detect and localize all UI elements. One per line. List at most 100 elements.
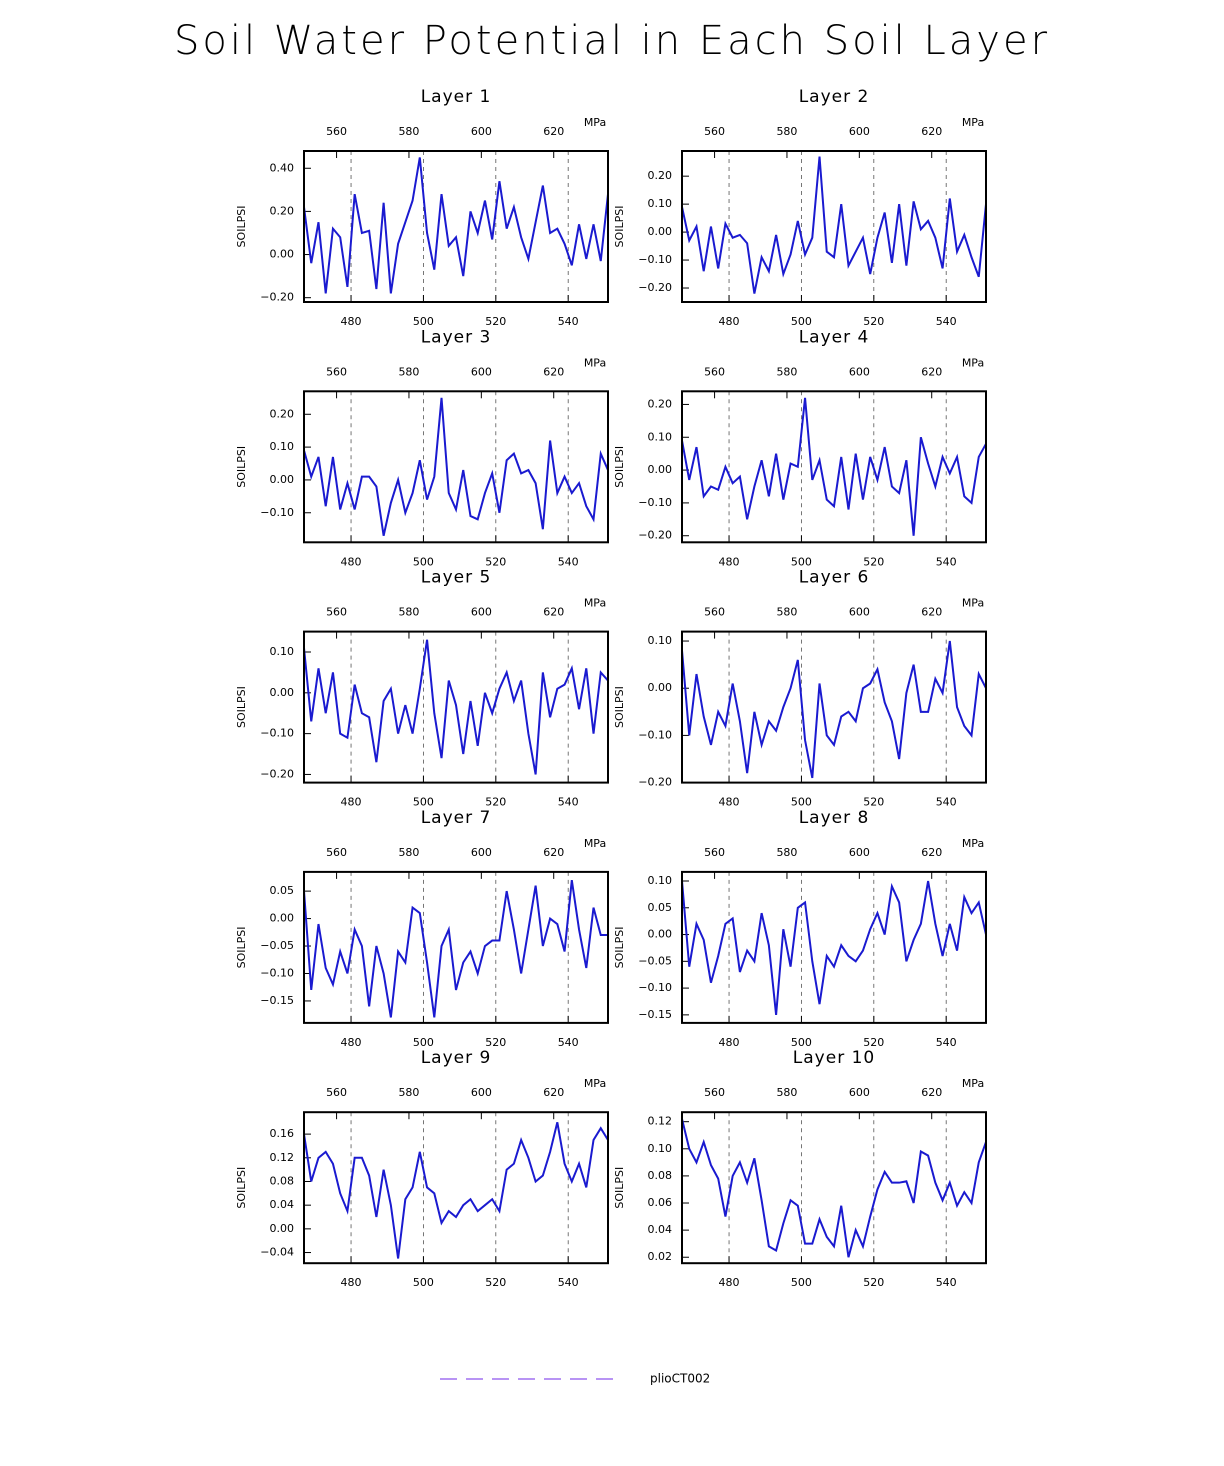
x2-axis-label: MPa (584, 597, 606, 610)
x2-axis-label: MPa (584, 116, 606, 129)
y-axis-label: SOILPSI (235, 686, 248, 728)
y-tick-label: −0.20 (260, 291, 294, 304)
y-tick-label: 0.10 (648, 634, 673, 647)
panel-title: Layer 4 (799, 327, 870, 347)
x-tick-label: 520 (485, 1276, 506, 1289)
x2-tick-label: 580 (398, 1086, 419, 1099)
x2-tick-label: 580 (398, 365, 419, 378)
x2-tick-label: 620 (921, 606, 942, 619)
x2-tick-label: 600 (471, 125, 492, 138)
x2-tick-label: 600 (849, 365, 870, 378)
x2-tick-label: 600 (471, 365, 492, 378)
y-axis-label: SOILPSI (613, 686, 626, 728)
data-line (681, 1118, 987, 1258)
data-line (681, 640, 987, 779)
x-tick-label: 500 (413, 796, 434, 809)
y-tick-label: 0.00 (648, 225, 673, 238)
plot-frame (303, 630, 609, 784)
x2-axis-label: MPa (962, 116, 984, 129)
x2-tick-label: 560 (326, 125, 347, 138)
panel-title: Layer 6 (799, 568, 870, 588)
x2-tick-label: 600 (849, 846, 870, 859)
x-tick-label: 520 (863, 1276, 884, 1289)
x-tick-label: 480 (341, 555, 362, 568)
y-axis-label: SOILPSI (613, 446, 626, 488)
y-tick-label: −0.10 (638, 253, 672, 266)
figure-title: Soil Water Potential in Each Soil Layer (174, 18, 1050, 64)
x-tick-label: 480 (341, 1276, 362, 1289)
y-tick-label: −0.15 (260, 994, 294, 1007)
x2-tick-label: 600 (471, 846, 492, 859)
y-tick-label: −0.10 (260, 966, 294, 979)
y-tick-label: 0.00 (270, 912, 295, 925)
y-tick-label: −0.10 (638, 496, 672, 509)
panel-title: Layer 8 (799, 808, 870, 828)
x-tick-label: 500 (413, 555, 434, 568)
y-tick-label: 0.40 (270, 161, 295, 174)
data-line (681, 156, 987, 294)
x2-tick-label: 560 (704, 125, 725, 138)
y-tick-label: 0.00 (270, 686, 295, 699)
x2-tick-label: 580 (776, 125, 797, 138)
data-line (303, 157, 609, 294)
x2-tick-label: 580 (776, 365, 797, 378)
x-tick-label: 520 (863, 796, 884, 809)
x-tick-label: 520 (485, 555, 506, 568)
y-axis-label: SOILPSI (235, 1167, 248, 1209)
y-tick-label: −0.10 (638, 728, 672, 741)
x2-axis-label: MPa (962, 1077, 984, 1090)
x-tick-label: 540 (936, 796, 957, 809)
y-tick-label: 0.16 (270, 1127, 295, 1140)
y-tick-label: 0.20 (270, 407, 295, 420)
x2-tick-label: 600 (849, 1086, 870, 1099)
x2-tick-label: 560 (326, 846, 347, 859)
x-tick-label: 500 (791, 315, 812, 328)
x-tick-label: 520 (863, 315, 884, 328)
x-tick-label: 500 (413, 1036, 434, 1049)
y-tick-label: 0.08 (648, 1169, 673, 1182)
panel-title: Layer 3 (421, 327, 492, 347)
x2-tick-label: 560 (704, 365, 725, 378)
panel-title: Layer 5 (421, 568, 492, 588)
x-tick-label: 480 (341, 1036, 362, 1049)
y-tick-label: 0.00 (270, 248, 295, 261)
x2-tick-label: 600 (849, 606, 870, 619)
x-tick-label: 480 (341, 796, 362, 809)
plot-frame (681, 630, 987, 784)
data-line (303, 639, 609, 775)
panel-title: Layer 10 (793, 1048, 875, 1068)
y-tick-label: 0.12 (648, 1115, 673, 1128)
x2-axis-label: MPa (584, 837, 606, 850)
x2-tick-label: 620 (921, 125, 942, 138)
x2-tick-label: 600 (849, 125, 870, 138)
x2-tick-label: 560 (326, 365, 347, 378)
y-tick-label: 0.05 (270, 884, 295, 897)
y-tick-label: 0.00 (648, 681, 673, 694)
y-tick-label: 0.04 (270, 1198, 295, 1211)
y-tick-label: −0.05 (260, 939, 294, 952)
x2-axis-label: MPa (962, 356, 984, 369)
y-tick-label: 0.05 (648, 901, 673, 914)
data-line (681, 880, 987, 1015)
y-tick-label: −0.15 (638, 1008, 672, 1021)
y-tick-label: 0.10 (270, 440, 295, 453)
plot-frame (681, 150, 987, 303)
x2-tick-label: 600 (471, 1086, 492, 1099)
x2-tick-label: 560 (326, 606, 347, 619)
y-tick-label: 0.20 (648, 169, 673, 182)
y-tick-label: 0.10 (648, 1142, 673, 1155)
x2-tick-label: 620 (921, 846, 942, 859)
data-line (303, 397, 609, 536)
y-tick-label: 0.00 (648, 928, 673, 941)
x2-tick-label: 580 (776, 1086, 797, 1099)
x2-tick-label: 620 (543, 846, 564, 859)
x-tick-label: 480 (719, 1276, 740, 1289)
panel-title: Layer 7 (421, 808, 492, 828)
x2-tick-label: 620 (543, 125, 564, 138)
plot-frame (303, 390, 609, 544)
y-axis-label: SOILPSI (235, 446, 248, 488)
x2-axis-label: MPa (584, 356, 606, 369)
x-tick-label: 540 (558, 555, 579, 568)
x-tick-label: 500 (791, 1036, 812, 1049)
panel-title: Layer 2 (799, 87, 870, 107)
